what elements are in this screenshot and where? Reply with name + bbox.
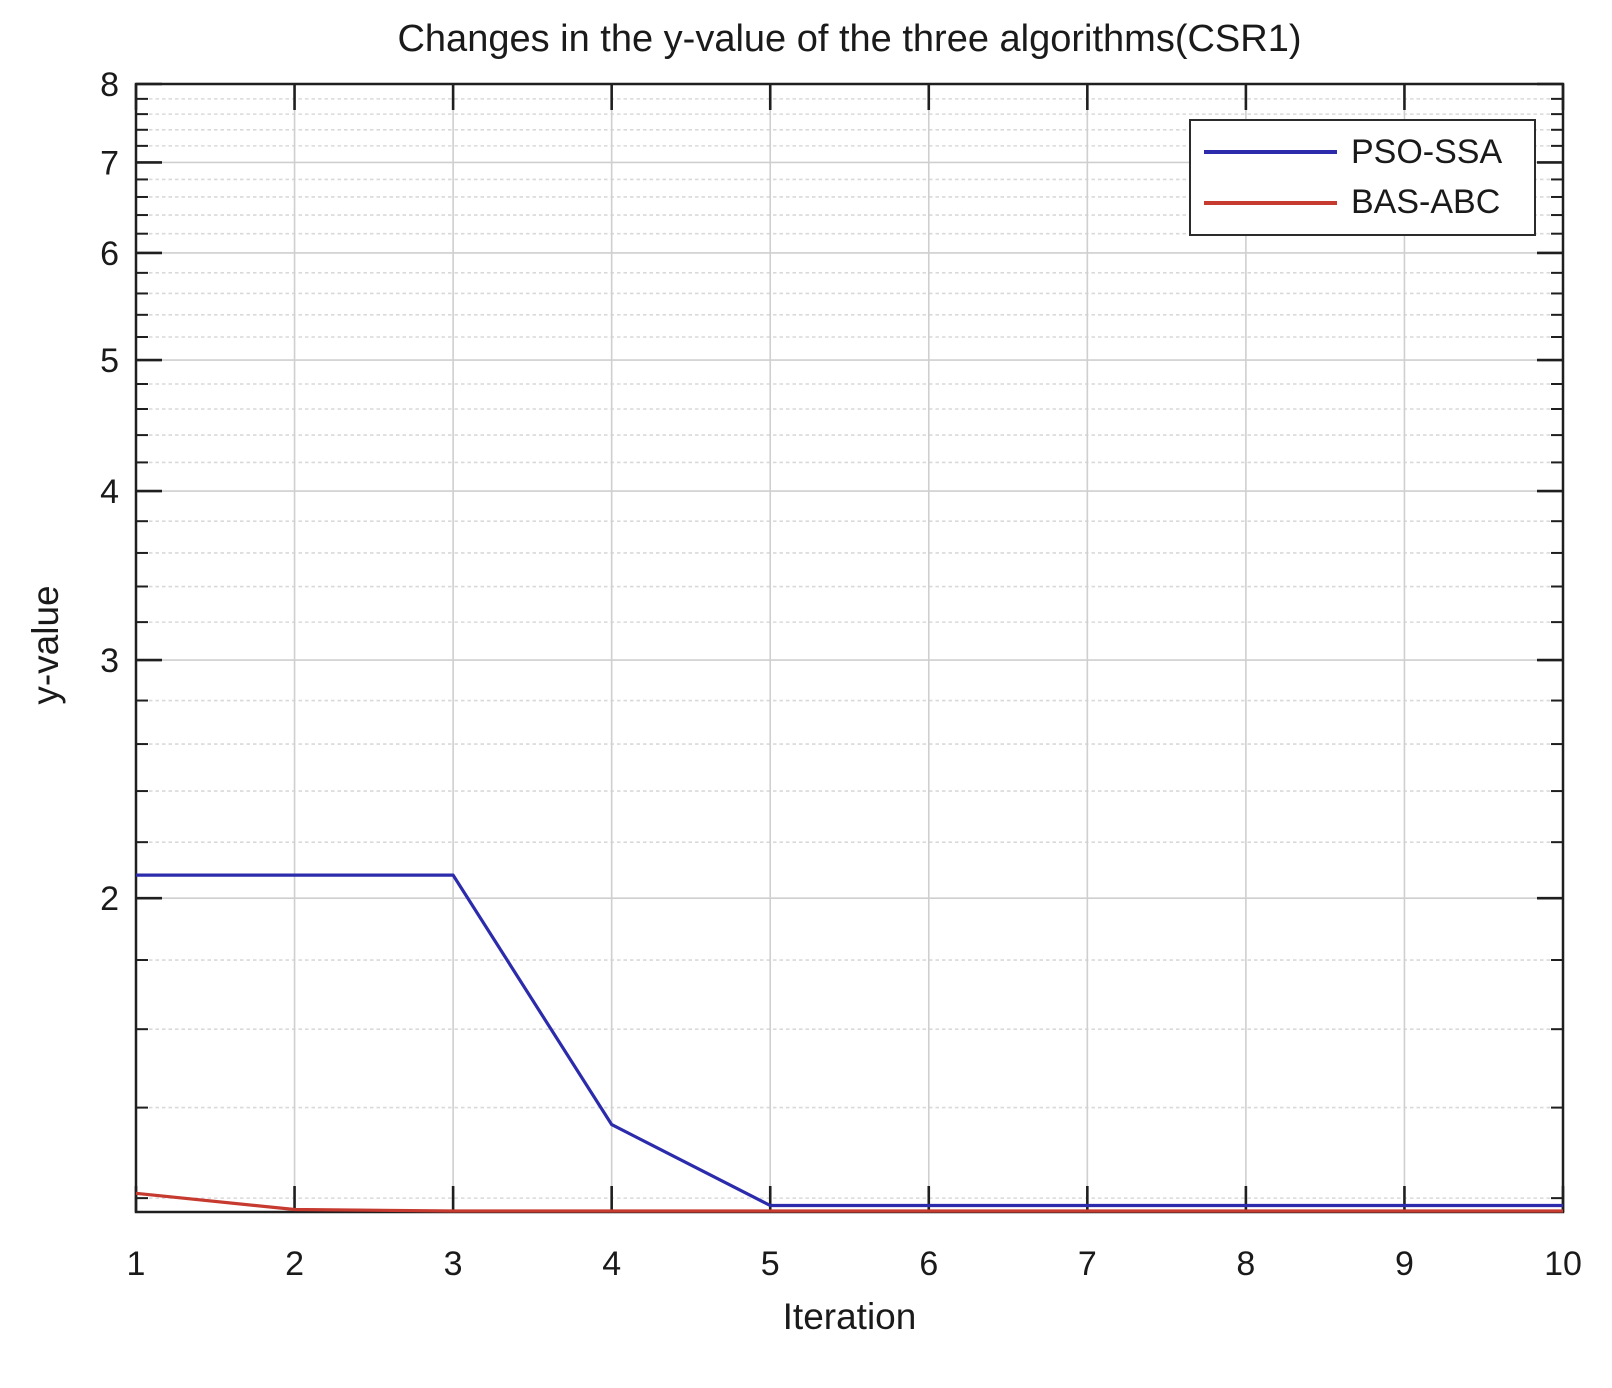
y-tick-label: 5 <box>100 342 119 380</box>
x-tick-label: 10 <box>1544 1245 1582 1283</box>
series-line-bas-abc <box>135 1191 1563 1213</box>
x-tick-label: 8 <box>1236 1245 1255 1283</box>
y-tick-label: 4 <box>100 473 119 511</box>
x-tick-label: 6 <box>919 1245 938 1283</box>
x-tick-label: 2 <box>285 1245 304 1283</box>
y-tick-label: 8 <box>100 66 119 104</box>
legend-label-bas-abc: BAS-ABC <box>1351 183 1501 222</box>
bas-abc-line-swatch <box>1204 200 1337 205</box>
pso-ssa-line-swatch <box>1204 150 1337 155</box>
legend-item-bas-abc: BAS-ABC <box>1204 183 1534 222</box>
y-tick-label: 2 <box>100 880 119 918</box>
x-tick-label: 7 <box>1078 1245 1097 1283</box>
x-axis-label: Iteration <box>782 1296 917 1337</box>
x-tick-label: 1 <box>127 1245 146 1283</box>
x-tick-label: 9 <box>1395 1245 1414 1283</box>
legend-label-pso-ssa: PSO-SSA <box>1351 132 1503 171</box>
x-tick-label: 3 <box>444 1245 463 1283</box>
chart-title: Changes in the y-value of the three algo… <box>397 18 1302 60</box>
y-axis-label: y-value <box>25 585 66 705</box>
legend-item-pso-ssa: PSO-SSA <box>1204 133 1534 172</box>
y-tick-label: 7 <box>100 144 119 182</box>
x-tick-label: 5 <box>761 1245 780 1283</box>
y-tick-label: 3 <box>100 642 119 680</box>
x-tick-label: 4 <box>602 1245 621 1283</box>
series-line-pso-ssa <box>136 873 1563 1208</box>
legend: PSO-SSA BAS-ABC <box>1189 119 1536 236</box>
y-tick-label: 6 <box>100 235 119 273</box>
